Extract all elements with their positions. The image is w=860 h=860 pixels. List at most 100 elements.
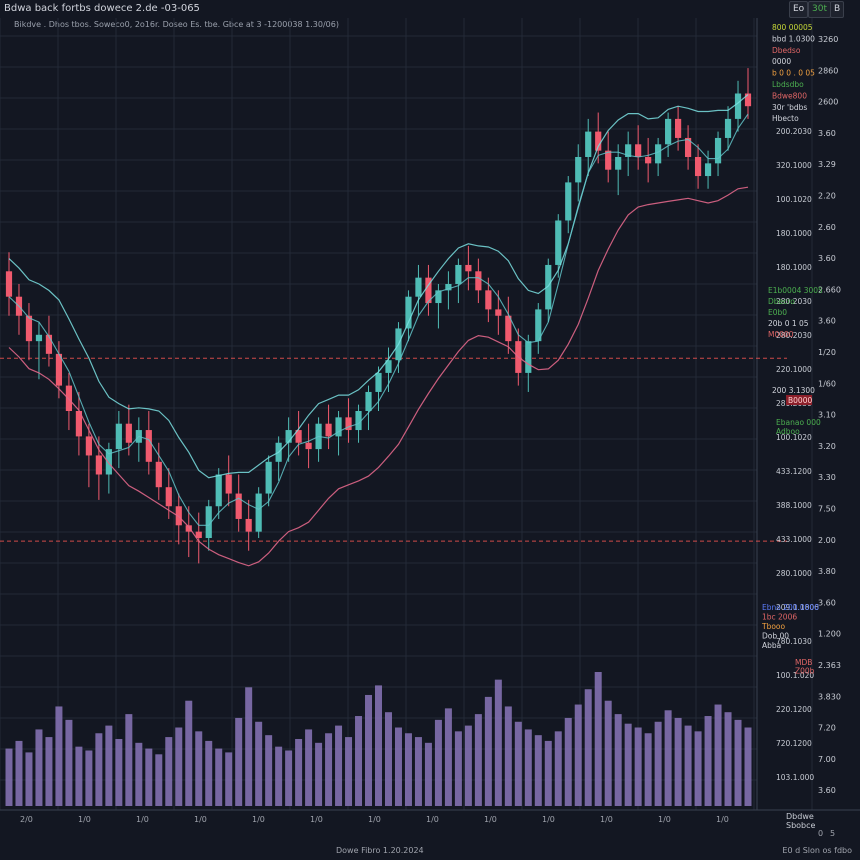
candle-body bbox=[285, 430, 292, 443]
volume-bar bbox=[414, 737, 422, 806]
candle-body bbox=[255, 493, 262, 532]
price-label: 220.1000 bbox=[776, 365, 812, 374]
legend-entry: Lbdsdbo bbox=[772, 80, 804, 89]
price-axis-tick: 7.50 bbox=[818, 505, 836, 514]
candle-body bbox=[675, 118, 682, 138]
volume-bar bbox=[674, 717, 682, 806]
volume-bar bbox=[394, 727, 402, 806]
toolbar-button-a[interactable]: Eo bbox=[789, 1, 809, 18]
volume-bar bbox=[604, 700, 612, 806]
price-axis-tick: 2.363 bbox=[818, 661, 841, 670]
candle-body bbox=[565, 182, 572, 221]
toolbar-button-c[interactable]: B bbox=[830, 1, 845, 18]
candle-body bbox=[145, 430, 152, 462]
moving-average-upper bbox=[8, 94, 749, 479]
price-axis-tick: 3.30 bbox=[818, 473, 836, 482]
legend-entry: E1b0004 3005 bbox=[768, 286, 823, 295]
legend-entry: 800 00005 bbox=[772, 23, 813, 32]
candle-body bbox=[405, 296, 412, 329]
chart-title: Bdwa back fortbs dowece 2.de -03-065 bbox=[4, 3, 200, 14]
candle-body bbox=[545, 264, 552, 310]
legend-entry: Dbecro bbox=[768, 297, 795, 306]
price-axis-tick: 7.00 bbox=[818, 755, 836, 764]
candle-body bbox=[385, 360, 392, 373]
volume-bar bbox=[345, 737, 353, 806]
volume-bar bbox=[175, 727, 183, 806]
price-label: 280.2030 bbox=[776, 331, 812, 340]
candle-body bbox=[445, 284, 452, 291]
moving-average-mid bbox=[8, 113, 749, 526]
price-label: 280.2030 bbox=[776, 297, 812, 306]
corner-button-a[interactable]: 0 bbox=[818, 829, 824, 838]
volume-bar bbox=[514, 721, 522, 806]
price-axis-tick: 1/20 bbox=[818, 348, 836, 357]
volume-bar bbox=[664, 710, 672, 806]
candle-body bbox=[65, 385, 73, 411]
legend-entry: Adboo bbox=[776, 427, 800, 436]
volume-bar bbox=[434, 719, 442, 806]
volume-bar bbox=[225, 752, 233, 806]
volume-bar bbox=[55, 706, 63, 806]
legend-entry: Dob 00 bbox=[762, 632, 789, 641]
candle-body bbox=[375, 372, 382, 392]
time-axis-tick: 1/0 bbox=[542, 815, 555, 824]
candle-body bbox=[165, 487, 172, 507]
candle-body bbox=[485, 290, 492, 310]
price-axis-tick: 1.200 bbox=[818, 630, 841, 639]
candle-body bbox=[425, 277, 432, 304]
volume-bar bbox=[504, 706, 512, 806]
price-label: 103.1.000 bbox=[776, 773, 814, 782]
candle-body bbox=[684, 137, 692, 157]
legend-entry: b 0 0 . 0 05 bbox=[772, 69, 815, 78]
time-axis-tick: 1/0 bbox=[78, 815, 91, 824]
price-axis-tick: 3.20 bbox=[818, 442, 836, 451]
legend-entry: 20b 0 1 05 bbox=[768, 319, 809, 328]
candle-body bbox=[615, 157, 622, 170]
candle-body bbox=[345, 417, 352, 431]
footer-right-label: E0 d Slon os fdbo bbox=[782, 846, 852, 855]
corner-button-b[interactable]: 5 bbox=[830, 829, 836, 838]
price-label: 720.1200 bbox=[776, 739, 812, 748]
volume-bar bbox=[584, 689, 592, 806]
candle-body bbox=[665, 118, 672, 145]
legend-entry: Tbooo bbox=[761, 622, 786, 631]
price-tag: 200 3.1300 bbox=[772, 386, 815, 395]
candle-body bbox=[704, 163, 712, 177]
candle-body bbox=[225, 474, 232, 494]
price-label: 780.1030 bbox=[776, 637, 812, 646]
candle-body bbox=[625, 144, 632, 157]
candle-body bbox=[724, 118, 732, 138]
volume-bar bbox=[315, 742, 323, 806]
volume-bar bbox=[444, 708, 452, 806]
price-label: 180.1000 bbox=[776, 229, 812, 238]
volume-bar bbox=[524, 729, 532, 806]
candle-body bbox=[744, 93, 752, 107]
price-label: 320.1000 bbox=[776, 161, 812, 170]
time-axis-tick: 1/0 bbox=[252, 815, 265, 824]
price-label: 433.1200 bbox=[776, 467, 812, 476]
candle-body bbox=[245, 518, 252, 532]
volume-bar bbox=[5, 748, 13, 806]
price-label: 220.1200 bbox=[776, 705, 812, 714]
volume-bar bbox=[384, 712, 392, 806]
candle-body bbox=[555, 220, 562, 265]
price-axis-tick: 3.10 bbox=[818, 411, 836, 420]
volume-bar bbox=[25, 752, 33, 806]
candle-body bbox=[495, 309, 502, 316]
volume-bar bbox=[534, 735, 542, 806]
legend-entry: 30r 'bdbs bbox=[772, 103, 807, 112]
candle-body bbox=[195, 531, 202, 538]
volume-bar bbox=[245, 687, 253, 806]
price-label: 100.1020 bbox=[776, 433, 812, 442]
price-axis-tick: 2.20 bbox=[818, 192, 836, 201]
candle-body bbox=[734, 93, 742, 119]
moving-average-lower bbox=[8, 186, 749, 567]
candle-body bbox=[5, 271, 13, 297]
volume-bar bbox=[85, 750, 93, 806]
candle-body bbox=[95, 455, 102, 475]
legend-entry: bbd 1.0300 bbox=[772, 34, 815, 43]
candle-body bbox=[295, 430, 302, 443]
volume-bar bbox=[574, 704, 582, 806]
price-label: 200.2030 bbox=[776, 127, 812, 136]
